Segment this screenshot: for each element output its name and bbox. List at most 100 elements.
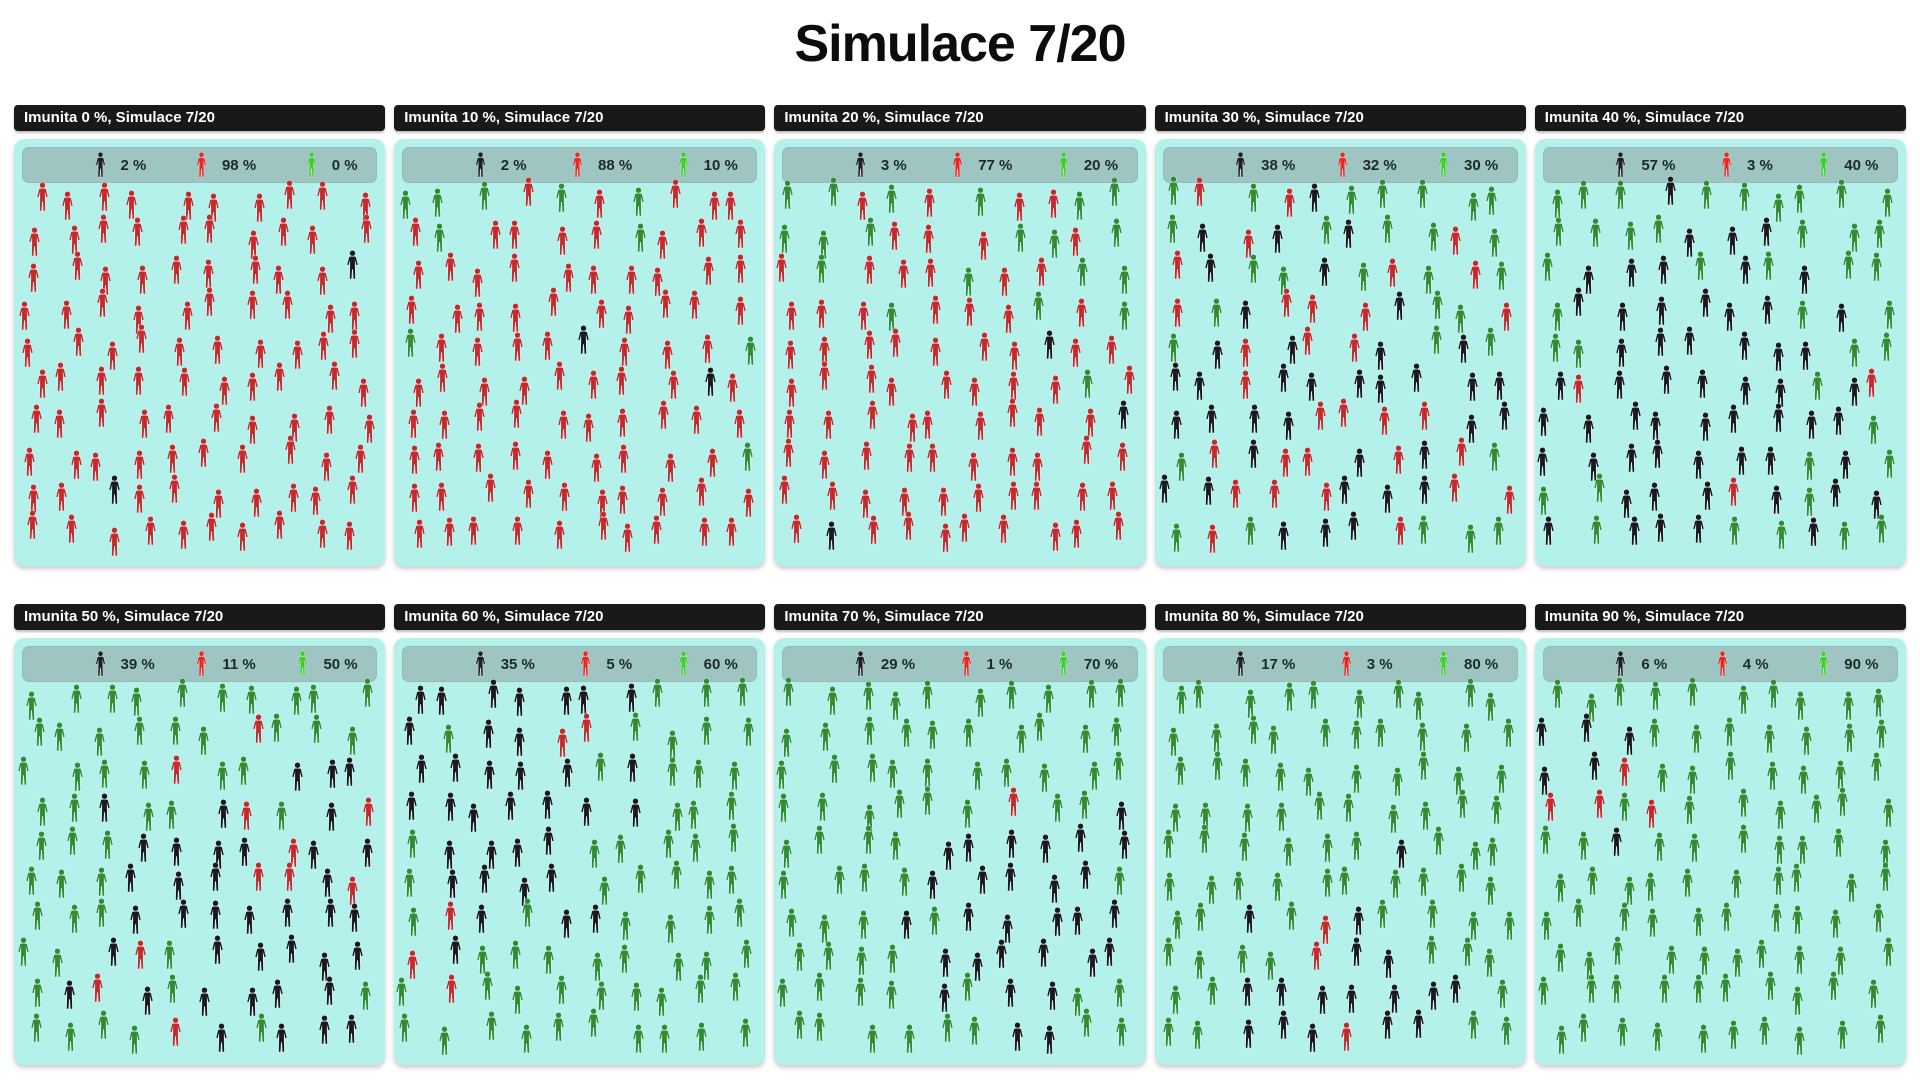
simulation-field: 2 % 98 % 0 % xyxy=(14,139,386,566)
person-icon xyxy=(1725,226,1740,256)
person-icon xyxy=(16,937,31,967)
stat-group-black: 29 % xyxy=(854,651,915,677)
person-icon xyxy=(124,190,139,220)
person-icon xyxy=(665,757,680,787)
person-icon xyxy=(1763,446,1778,476)
simulation-panel: Imunita 90 %, Simulace 7/20 6 % 4 % 90 % xyxy=(1534,604,1906,1065)
person-icon xyxy=(470,268,485,298)
person-icon xyxy=(1380,1010,1395,1040)
person-icon xyxy=(691,759,706,789)
person-icon xyxy=(1237,832,1252,862)
person-icon xyxy=(276,217,291,247)
person-icon xyxy=(1241,1019,1256,1049)
person-icon xyxy=(64,514,79,544)
person-icon xyxy=(1736,788,1751,818)
person-icon xyxy=(688,833,703,863)
person-icon xyxy=(1117,830,1132,860)
person-icon xyxy=(1170,250,1185,280)
person-icon xyxy=(541,945,556,975)
person-icon xyxy=(1536,407,1551,437)
person-icon xyxy=(100,830,115,860)
person-icon xyxy=(481,719,496,749)
person-icon xyxy=(1584,974,1599,1004)
stats-bar: 17 % 3 % 80 % xyxy=(1162,646,1518,682)
person-icon xyxy=(1079,1008,1094,1038)
person-icon xyxy=(477,864,492,894)
person-icon xyxy=(1655,763,1670,793)
person-icon xyxy=(1344,984,1359,1014)
person-icon xyxy=(1502,485,1517,515)
person-icon xyxy=(1114,1017,1129,1047)
person-icon xyxy=(472,402,487,432)
person-icon xyxy=(1168,985,1183,1015)
person-icon xyxy=(345,876,360,906)
person-icon xyxy=(1270,872,1285,902)
person-icon xyxy=(1737,182,1752,212)
person-icon xyxy=(1276,521,1291,551)
person-icon xyxy=(24,691,39,721)
person-icon xyxy=(961,833,976,863)
person-icon xyxy=(1691,907,1706,937)
person-icon xyxy=(1553,873,1568,903)
person-icon xyxy=(284,934,299,964)
person-icon xyxy=(661,829,676,859)
person-icon xyxy=(780,180,795,210)
person-icon xyxy=(1380,214,1395,244)
person-icon xyxy=(897,867,912,897)
person-icon xyxy=(617,944,632,974)
person-icon xyxy=(1872,219,1887,249)
person-icon xyxy=(1738,376,1753,406)
person-icon xyxy=(1553,943,1568,973)
black-percentage: 17 % xyxy=(1261,655,1296,673)
person-icon xyxy=(1535,447,1550,477)
person-icon xyxy=(94,398,109,428)
person-icon xyxy=(1339,1022,1354,1052)
panel-header: Imunita 30 %, Simulace 7/20 xyxy=(1154,105,1526,131)
person-icon xyxy=(1109,218,1124,248)
stat-group-red: 5 % xyxy=(579,651,632,677)
person-icon xyxy=(215,761,230,791)
person-icon xyxy=(123,863,138,893)
simulation-panel: Imunita 70 %, Simulace 7/20 29 % 1 % 70 % xyxy=(774,604,1146,1065)
person-icon xyxy=(613,834,628,864)
person-icon xyxy=(1592,473,1607,503)
person-icon xyxy=(1550,302,1565,332)
person-icon xyxy=(1624,443,1639,473)
person-icon xyxy=(1285,335,1300,365)
person-icon xyxy=(1312,791,1327,821)
stat-group-green: 10 % xyxy=(677,152,738,178)
person-icon xyxy=(1112,866,1127,896)
person-icon xyxy=(1282,682,1297,712)
person-icon xyxy=(669,860,684,890)
person-icon xyxy=(777,224,792,254)
green-percentage: 40 % xyxy=(1844,156,1879,174)
person-icon xyxy=(503,791,518,821)
person-icon xyxy=(1210,340,1225,370)
person-icon xyxy=(1614,338,1629,368)
person-icon xyxy=(1760,295,1775,325)
person-icon xyxy=(589,220,604,250)
person-icon xyxy=(940,1013,955,1043)
person-icon xyxy=(1550,679,1565,709)
person-icon xyxy=(52,409,67,439)
red-percentage: 88 % xyxy=(598,156,633,174)
person-icon xyxy=(1693,251,1708,281)
person-icon xyxy=(1046,189,1061,219)
person-icon xyxy=(1874,514,1889,544)
person-icon xyxy=(398,190,413,220)
person-icon xyxy=(96,214,111,244)
person-icon xyxy=(629,982,644,1012)
person-icon xyxy=(1084,679,1099,709)
person-icon xyxy=(941,841,956,871)
simulation-panel: Imunita 30 %, Simulace 7/20 38 % 32 % 30 % xyxy=(1154,105,1526,566)
person-icon xyxy=(17,301,32,331)
person-icon xyxy=(1543,792,1558,822)
person-icon xyxy=(472,302,487,332)
person-icon xyxy=(779,839,794,869)
person-icon xyxy=(1771,342,1786,372)
stat-group-red: 98 % xyxy=(195,152,256,178)
person-icon xyxy=(1068,338,1083,368)
person-icon xyxy=(579,797,594,827)
person-icon xyxy=(1588,218,1603,248)
stat-group-red: 77 % xyxy=(951,152,1012,178)
